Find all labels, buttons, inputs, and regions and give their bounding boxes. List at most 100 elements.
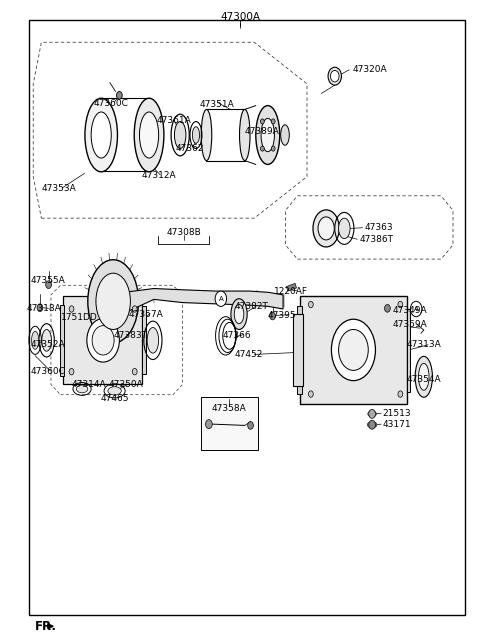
- Text: 47349A: 47349A: [392, 306, 427, 315]
- Bar: [142, 306, 146, 374]
- Text: 47314A: 47314A: [72, 380, 106, 389]
- Circle shape: [215, 291, 227, 306]
- Ellipse shape: [368, 411, 376, 417]
- Ellipse shape: [85, 98, 118, 172]
- Circle shape: [37, 304, 43, 312]
- Ellipse shape: [261, 119, 275, 152]
- Text: 47389A: 47389A: [245, 127, 279, 136]
- Circle shape: [369, 410, 375, 419]
- Ellipse shape: [231, 299, 247, 329]
- Circle shape: [410, 301, 422, 317]
- Ellipse shape: [240, 110, 250, 161]
- Ellipse shape: [419, 363, 429, 390]
- Polygon shape: [129, 288, 283, 311]
- Circle shape: [117, 92, 122, 99]
- Circle shape: [309, 391, 313, 397]
- Bar: [60, 304, 64, 376]
- Text: 47386T: 47386T: [359, 235, 393, 244]
- Text: 47361A: 47361A: [156, 117, 191, 126]
- Text: 47353A: 47353A: [41, 184, 76, 193]
- Ellipse shape: [415, 356, 432, 397]
- Bar: [300, 296, 407, 404]
- Text: 47382T: 47382T: [234, 302, 268, 311]
- Text: A: A: [414, 306, 419, 312]
- Text: 1751DD: 1751DD: [61, 313, 98, 322]
- Text: 1220AF: 1220AF: [274, 287, 308, 296]
- Circle shape: [261, 119, 264, 124]
- Ellipse shape: [42, 329, 51, 351]
- Ellipse shape: [367, 422, 377, 428]
- Bar: [201, 397, 258, 450]
- Text: 47465: 47465: [100, 394, 129, 403]
- Text: 47383T: 47383T: [114, 331, 148, 340]
- Ellipse shape: [318, 217, 334, 240]
- Text: 47352A: 47352A: [30, 340, 65, 349]
- Ellipse shape: [192, 127, 200, 144]
- Ellipse shape: [174, 122, 186, 149]
- Text: 47320A: 47320A: [352, 65, 387, 74]
- Ellipse shape: [281, 125, 289, 146]
- Ellipse shape: [256, 106, 280, 165]
- Text: 47362: 47362: [175, 144, 204, 153]
- Circle shape: [398, 391, 403, 397]
- Ellipse shape: [201, 110, 212, 161]
- Text: 43171: 43171: [383, 420, 411, 429]
- Bar: [293, 314, 303, 386]
- Text: 47366: 47366: [223, 331, 252, 340]
- Text: 47359A: 47359A: [392, 320, 427, 329]
- Ellipse shape: [338, 218, 350, 238]
- Text: FR.: FR.: [35, 620, 57, 633]
- Text: 47360C: 47360C: [30, 367, 65, 376]
- Ellipse shape: [234, 304, 244, 324]
- Ellipse shape: [134, 98, 164, 172]
- Circle shape: [271, 119, 275, 124]
- Circle shape: [205, 420, 212, 429]
- Ellipse shape: [76, 385, 88, 393]
- Text: 47395: 47395: [268, 311, 296, 320]
- Circle shape: [309, 301, 313, 308]
- Bar: [407, 309, 410, 392]
- Text: 47313A: 47313A: [407, 340, 441, 349]
- Ellipse shape: [331, 319, 375, 381]
- Ellipse shape: [108, 387, 121, 395]
- Ellipse shape: [91, 112, 111, 158]
- Ellipse shape: [87, 319, 120, 362]
- Circle shape: [132, 306, 137, 312]
- Text: 47354A: 47354A: [407, 375, 441, 384]
- Circle shape: [261, 146, 264, 151]
- Circle shape: [369, 420, 375, 429]
- Bar: [63, 296, 142, 385]
- Text: A: A: [218, 296, 223, 302]
- Text: 47351A: 47351A: [199, 100, 234, 109]
- Text: 47300A: 47300A: [220, 12, 260, 22]
- Ellipse shape: [96, 273, 131, 329]
- Text: 47360C: 47360C: [94, 99, 129, 108]
- Text: 47312A: 47312A: [142, 171, 177, 181]
- Text: 47350A: 47350A: [108, 380, 143, 389]
- Circle shape: [271, 146, 275, 151]
- Bar: [298, 306, 302, 394]
- Circle shape: [69, 306, 74, 312]
- Ellipse shape: [147, 328, 158, 353]
- Text: 47358A: 47358A: [211, 404, 246, 413]
- Circle shape: [398, 301, 403, 308]
- Circle shape: [132, 369, 137, 375]
- Ellipse shape: [140, 112, 158, 158]
- Polygon shape: [287, 283, 297, 291]
- Ellipse shape: [313, 210, 339, 247]
- Circle shape: [270, 312, 276, 320]
- Circle shape: [46, 281, 51, 288]
- Text: 21513: 21513: [383, 410, 411, 419]
- Circle shape: [330, 71, 339, 82]
- Text: 47308B: 47308B: [166, 228, 201, 237]
- Ellipse shape: [92, 326, 114, 355]
- Ellipse shape: [328, 67, 341, 85]
- Text: 47363: 47363: [364, 223, 393, 232]
- Text: 47355A: 47355A: [30, 276, 65, 285]
- Ellipse shape: [88, 260, 139, 343]
- Ellipse shape: [338, 329, 368, 370]
- Text: 47357A: 47357A: [129, 310, 164, 319]
- Circle shape: [384, 304, 390, 312]
- Text: 47452: 47452: [234, 350, 263, 359]
- Text: 47318A: 47318A: [27, 304, 62, 313]
